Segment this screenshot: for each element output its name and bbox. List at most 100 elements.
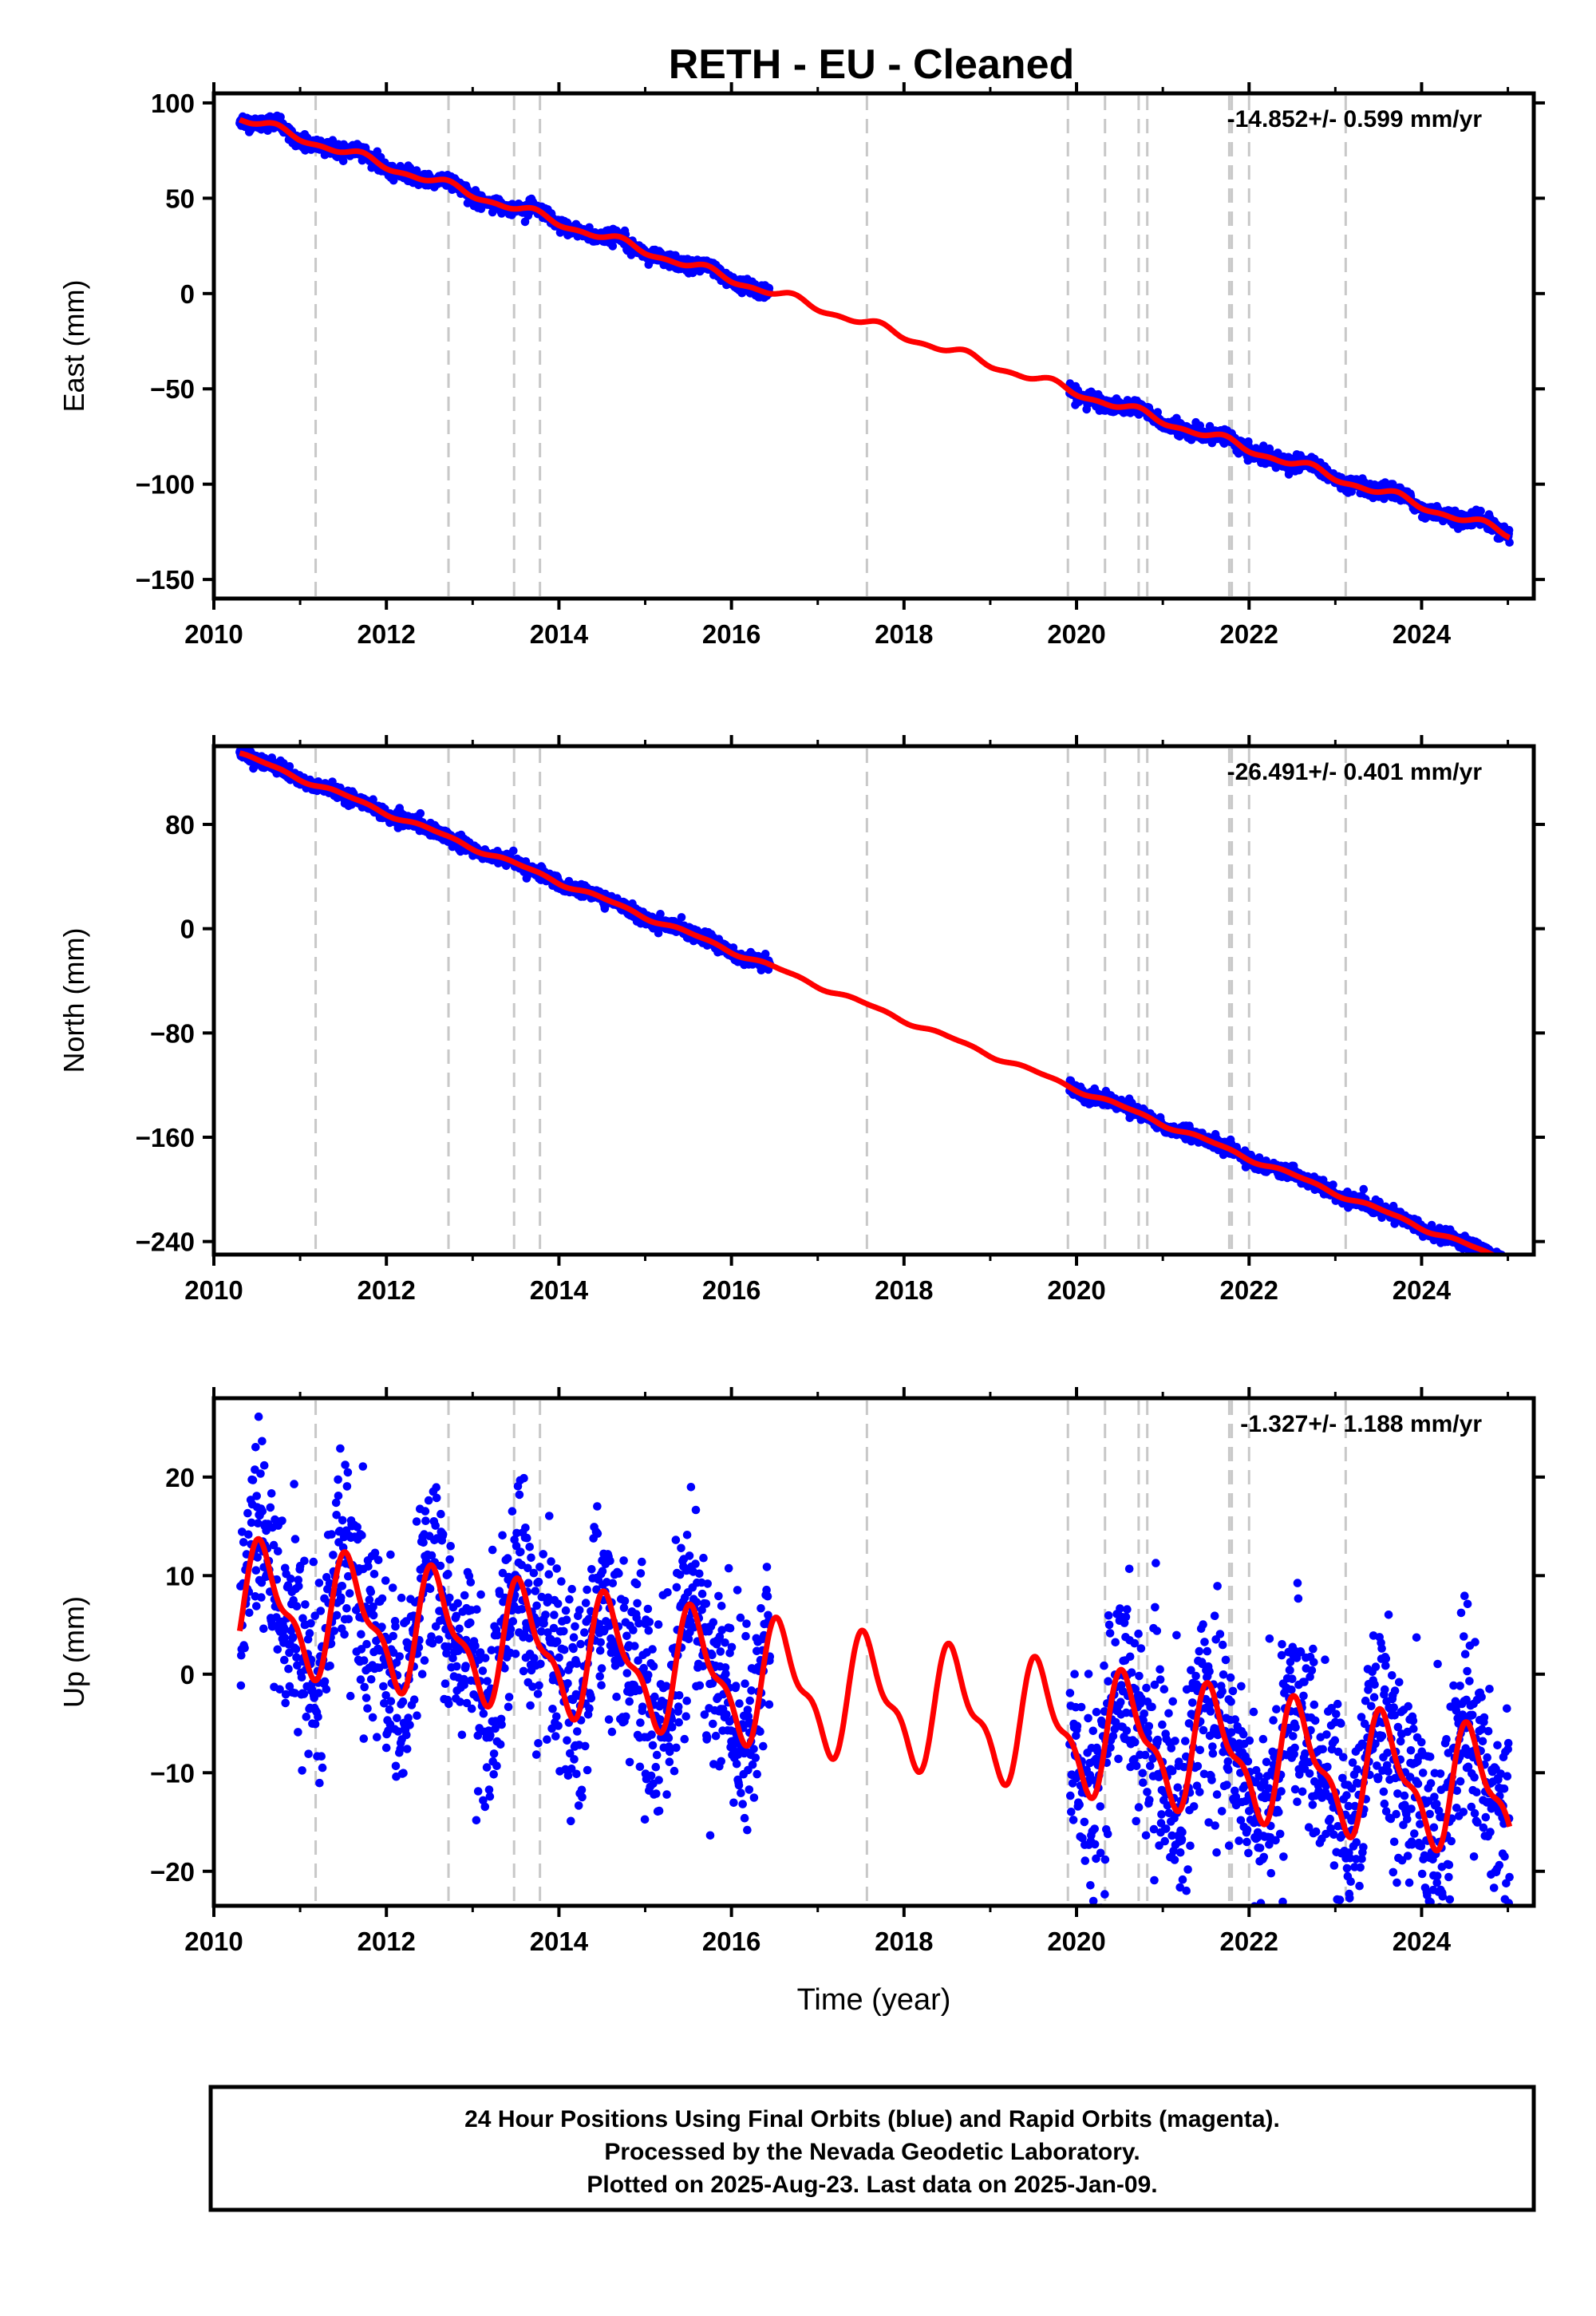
data-point (298, 1766, 306, 1775)
y-tick-label: −80 (150, 1018, 195, 1048)
x-tick-label: 2020 (1047, 1275, 1105, 1305)
data-point (304, 1749, 313, 1758)
data-point (1499, 1257, 1508, 1266)
data-point (389, 176, 398, 185)
data-point (251, 1566, 261, 1575)
data-point (256, 1469, 265, 1478)
y-tick-label: 100 (151, 89, 195, 118)
x-tick-label: 2010 (184, 619, 243, 649)
data-point (301, 1600, 310, 1609)
rate-label: -26.491+/- 0.401 mm/yr (1227, 759, 1483, 785)
x-tick-label: 2022 (1220, 1275, 1278, 1305)
x-tick-label: 2016 (702, 619, 760, 649)
data-point (294, 1582, 303, 1591)
data-point (314, 1713, 322, 1721)
data-point (266, 1503, 275, 1512)
data-point (357, 1630, 365, 1639)
data-point (1500, 1263, 1509, 1271)
data-point (315, 1778, 324, 1788)
north-panel: 2010 2012 2014 2016 2018 2020 2022 2024800−80−1… (57, 735, 1545, 1305)
data-point (356, 1675, 365, 1684)
y-tick-label: 0 (180, 915, 195, 944)
data-point (252, 1492, 262, 1500)
y-tick-label: −240 (136, 1227, 195, 1257)
data-point (320, 1677, 330, 1686)
data-point (314, 1689, 323, 1697)
data-point (258, 1437, 267, 1446)
data-point (317, 1752, 326, 1761)
y-tick-label: −150 (136, 565, 195, 595)
y-tick-label: 50 (165, 184, 195, 213)
data-point (273, 1645, 282, 1654)
data-point (1497, 1263, 1506, 1271)
data-point (1504, 526, 1514, 535)
data-point (318, 1763, 327, 1773)
data-point (1503, 1260, 1512, 1269)
data-point (608, 242, 618, 251)
y-tick-label: 80 (165, 810, 195, 840)
data-point (1498, 1260, 1507, 1269)
data-point (688, 268, 697, 278)
data-point (244, 1530, 253, 1539)
data-point (239, 1538, 248, 1547)
x-tick-label: 2020 (1047, 619, 1105, 649)
y-axis-label: East (mm) (57, 280, 90, 413)
data-point (309, 1557, 318, 1567)
data-point (338, 156, 348, 166)
data-point (1489, 1256, 1498, 1265)
data-point (314, 1579, 324, 1587)
east-panel: 2010 2012 2014 2016 2018 2020 2022 2024100500−5… (57, 82, 1545, 649)
model-curve (238, 117, 1512, 540)
x-tick-label: 2012 (357, 1275, 415, 1305)
data-point (342, 1482, 352, 1491)
data-point (257, 1593, 266, 1602)
data-point (276, 113, 285, 121)
data-point (267, 1489, 276, 1498)
data-point (327, 1530, 336, 1539)
data-point (259, 1460, 269, 1470)
data-point (1505, 538, 1514, 547)
x-tick-label: 2014 (530, 1275, 589, 1305)
figure-title: RETH - EU - Cleaned (669, 41, 1075, 88)
data-point (288, 1633, 298, 1642)
x-tick-label: 2010 (184, 1275, 243, 1305)
data-point (291, 1645, 301, 1654)
data-point (338, 1582, 347, 1591)
data-point (1503, 1260, 1511, 1269)
data-point (416, 808, 425, 818)
data-point (305, 1629, 314, 1638)
x-tick-label: 2022 (1220, 619, 1278, 649)
data-point (1476, 506, 1485, 516)
data-point (299, 1690, 309, 1698)
data-point (334, 1475, 342, 1484)
data-point (332, 1611, 342, 1620)
data-point (340, 1630, 349, 1639)
data-point (342, 1604, 351, 1613)
x-tick-label: 2016 (702, 1275, 760, 1305)
data-point (306, 1618, 315, 1628)
y-tick-label: −160 (136, 1123, 195, 1152)
y-axis-label: North (mm) (57, 928, 90, 1073)
data-point (346, 1691, 355, 1701)
y-tick-label: −100 (136, 470, 195, 500)
data-point (316, 1607, 326, 1615)
x-tick-label: 2018 (875, 1275, 933, 1305)
data-point (329, 1551, 338, 1559)
data-point (341, 1460, 350, 1469)
data-point (358, 1531, 366, 1540)
x-tick-label: 2018 (875, 619, 933, 649)
y-tick-label: −50 (150, 374, 195, 404)
data-point (248, 1476, 258, 1484)
data-point (358, 1462, 368, 1471)
x-tick-label: 2012 (357, 619, 415, 649)
data-point (326, 1662, 334, 1670)
data-point (338, 1516, 347, 1525)
data-point (344, 1614, 354, 1624)
data-point (280, 1655, 289, 1665)
data-point (302, 1712, 311, 1721)
data-point (240, 1643, 249, 1653)
data-point (677, 913, 686, 922)
data-point (345, 1589, 354, 1598)
up-panel: 2010 2012 2014 2016 2018 2020 2022 202420100−10… (57, 1387, 1545, 2017)
data-point (322, 1685, 331, 1694)
